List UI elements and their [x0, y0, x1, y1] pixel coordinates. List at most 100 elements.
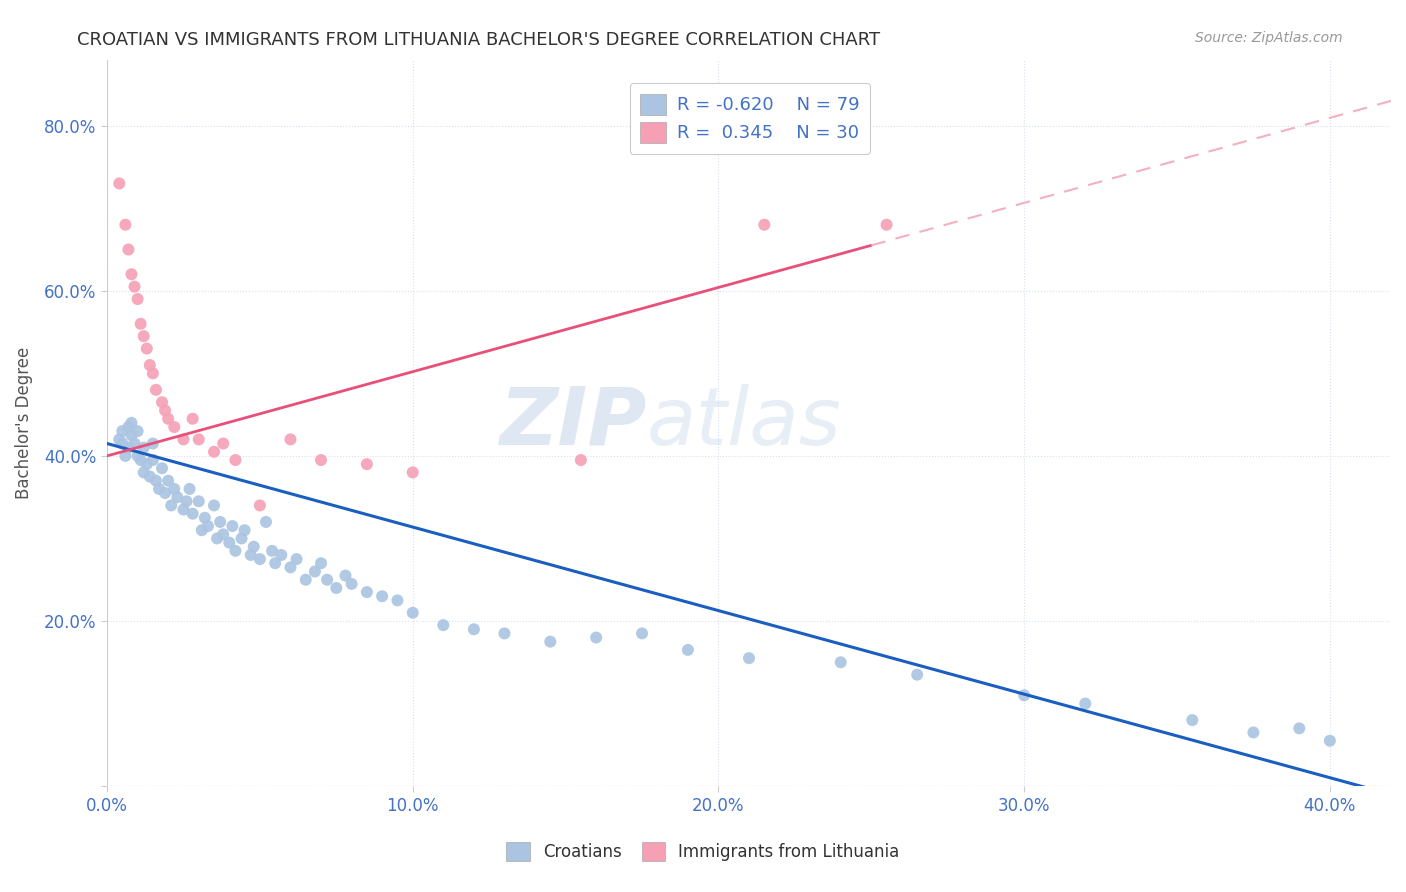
Point — [157, 474, 180, 488]
Point — [280, 433, 302, 447]
Point — [905, 667, 928, 681]
Point — [153, 403, 176, 417]
Point — [212, 436, 235, 450]
Point — [181, 411, 204, 425]
Point — [221, 519, 243, 533]
Point — [111, 436, 134, 450]
Point — [830, 655, 852, 669]
Point — [148, 482, 170, 496]
Point — [176, 494, 198, 508]
Point — [402, 606, 425, 620]
Point — [172, 433, 194, 447]
Point — [127, 449, 149, 463]
Point — [325, 581, 347, 595]
Legend: Croatians, Immigrants from Lithuania: Croatians, Immigrants from Lithuania — [499, 835, 907, 868]
Point — [129, 317, 152, 331]
Point — [163, 420, 186, 434]
Point — [233, 523, 256, 537]
Point — [569, 453, 592, 467]
Point — [218, 535, 240, 549]
Point — [387, 593, 409, 607]
Point — [142, 367, 165, 381]
Point — [187, 494, 209, 508]
Point — [139, 358, 162, 372]
Text: atlas: atlas — [647, 384, 841, 462]
Point — [111, 424, 134, 438]
Point — [585, 631, 607, 645]
Point — [127, 424, 149, 438]
Point — [132, 329, 155, 343]
Point — [121, 267, 143, 281]
Point — [117, 420, 139, 434]
Point — [1012, 689, 1035, 703]
Point — [432, 618, 454, 632]
Point — [124, 279, 146, 293]
Point — [117, 441, 139, 455]
Point — [160, 499, 183, 513]
Point — [108, 177, 131, 191]
Point — [262, 544, 284, 558]
Point — [249, 552, 271, 566]
Point — [179, 482, 201, 496]
Point — [117, 243, 139, 257]
Point — [316, 573, 339, 587]
Point — [304, 565, 326, 579]
Point — [876, 218, 898, 232]
Point — [124, 436, 146, 450]
Point — [114, 449, 136, 463]
Point — [153, 486, 176, 500]
Point — [631, 626, 654, 640]
Point — [294, 573, 316, 587]
Point — [224, 544, 246, 558]
Point — [145, 474, 167, 488]
Point — [114, 218, 136, 232]
Point — [676, 643, 699, 657]
Point — [132, 466, 155, 480]
Point — [163, 482, 186, 496]
Point — [224, 453, 246, 467]
Point — [209, 515, 232, 529]
Point — [249, 499, 271, 513]
Point — [135, 342, 157, 356]
Point — [135, 457, 157, 471]
Point — [356, 457, 378, 471]
Point — [166, 490, 188, 504]
Point — [1074, 697, 1097, 711]
Point — [231, 532, 253, 546]
Point — [150, 395, 173, 409]
Point — [205, 532, 228, 546]
Point — [270, 548, 292, 562]
Point — [356, 585, 378, 599]
Point — [139, 469, 162, 483]
Point — [463, 622, 485, 636]
Point — [1319, 733, 1341, 747]
Point — [538, 634, 561, 648]
Y-axis label: Bachelor's Degree: Bachelor's Degree — [15, 347, 32, 499]
Point — [142, 436, 165, 450]
Point — [754, 218, 776, 232]
Point — [738, 651, 761, 665]
Point — [181, 507, 204, 521]
Legend: R = -0.620    N = 79, R =  0.345    N = 30: R = -0.620 N = 79, R = 0.345 N = 30 — [630, 83, 870, 153]
Point — [494, 626, 516, 640]
Point — [371, 589, 394, 603]
Point — [264, 556, 287, 570]
Point — [108, 433, 131, 447]
Point — [309, 556, 332, 570]
Text: ZIP: ZIP — [499, 384, 647, 462]
Point — [145, 383, 167, 397]
Point — [191, 523, 214, 537]
Point — [242, 540, 264, 554]
Point — [335, 568, 357, 582]
Point — [197, 519, 219, 533]
Point — [280, 560, 302, 574]
Point — [1241, 725, 1264, 739]
Point — [121, 428, 143, 442]
Point — [285, 552, 308, 566]
Point — [212, 527, 235, 541]
Point — [254, 515, 277, 529]
Point — [157, 411, 180, 425]
Point — [239, 548, 262, 562]
Point — [127, 292, 149, 306]
Point — [1288, 722, 1310, 736]
